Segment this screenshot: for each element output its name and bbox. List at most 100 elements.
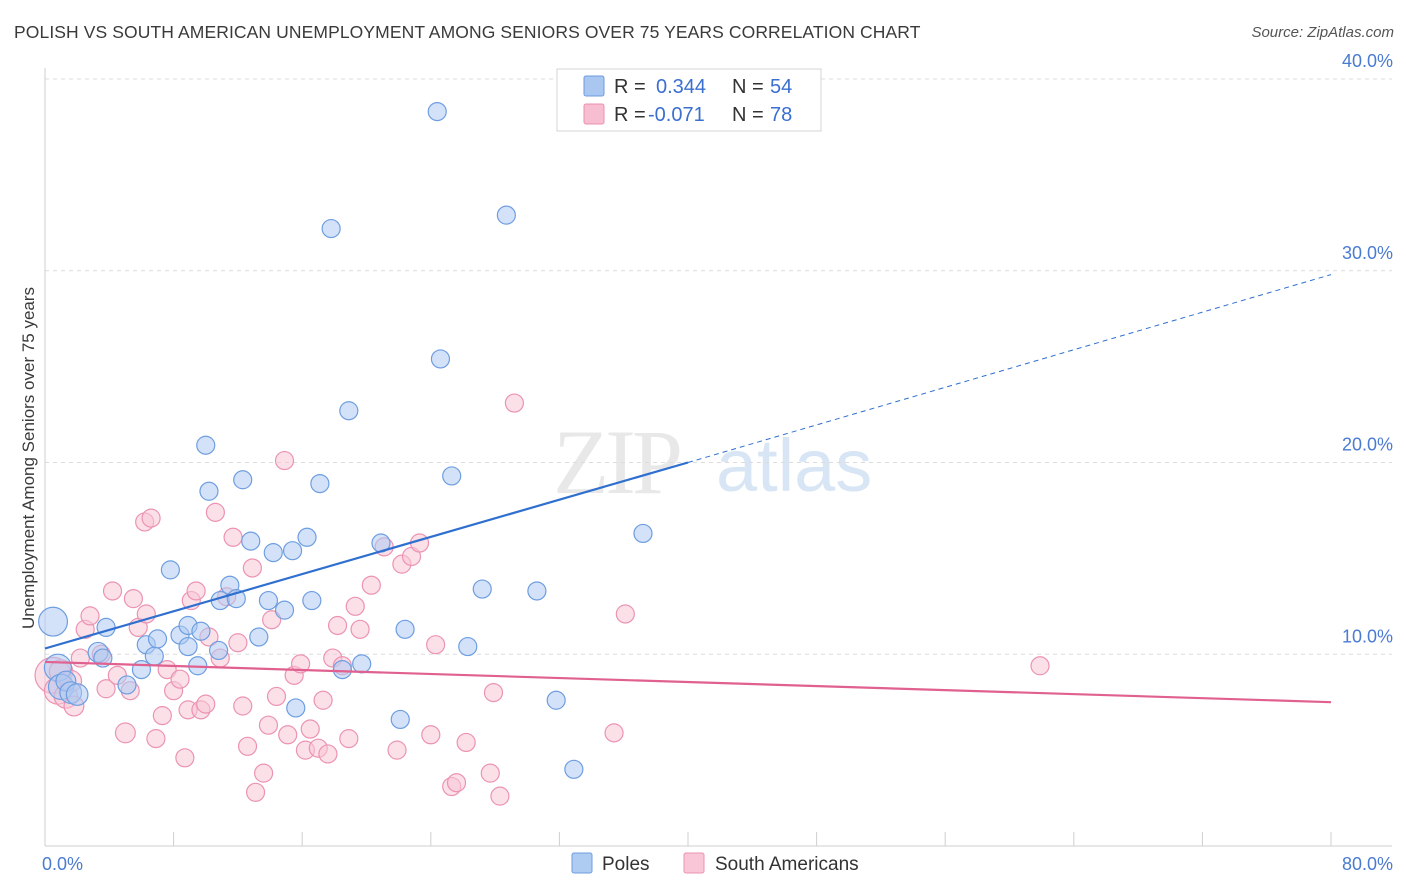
data-point-south-americans <box>170 669 190 689</box>
data-point-poles <box>302 590 322 611</box>
data-point-poles <box>38 606 69 637</box>
x-tick-label: 0.0% <box>42 854 83 874</box>
data-point-south-americans <box>114 722 136 744</box>
data-point-poles <box>249 627 269 647</box>
data-point-poles <box>564 759 584 779</box>
data-point-south-americans <box>327 615 348 636</box>
data-point-poles <box>233 470 253 490</box>
data-point-south-americans <box>339 729 359 749</box>
y-tick-label: 20.0% <box>1342 435 1393 455</box>
legend-n-value-south-americans: 78 <box>770 104 792 126</box>
data-point-south-americans <box>70 648 90 668</box>
data-point-poles <box>209 640 229 661</box>
data-point-south-americans <box>278 725 298 745</box>
data-point-poles <box>297 527 317 547</box>
axes <box>44 68 1392 847</box>
data-point-south-americans <box>490 786 510 806</box>
legend-r-label-poles: R = <box>614 76 646 98</box>
legend-series-label-poles: Poles <box>602 854 650 875</box>
legend-r-value-south-americans: -0.071 <box>648 104 705 126</box>
data-point-poles <box>241 531 261 551</box>
watermark-atlas: atlas <box>716 424 872 507</box>
data-point-poles <box>263 543 283 563</box>
data-point-south-americans <box>300 719 320 739</box>
data-point-south-americans <box>152 706 172 726</box>
data-point-south-americans <box>266 686 287 707</box>
data-point-south-americans <box>262 610 282 630</box>
data-point-south-americans <box>237 736 258 756</box>
data-point-poles <box>282 541 303 561</box>
trend-line-poles-extension <box>687 274 1332 463</box>
legend-swatch-poles <box>583 75 605 97</box>
data-point-poles <box>395 619 415 639</box>
data-point-poles <box>147 629 168 649</box>
data-point-south-americans <box>421 725 441 745</box>
legend-r-value-poles: 0.344 <box>656 76 706 98</box>
series-poles <box>38 101 653 779</box>
data-point-poles <box>390 709 410 730</box>
data-point-poles <box>633 523 653 544</box>
data-point-south-americans <box>80 606 100 626</box>
y-tick-label: 30.0% <box>1342 243 1393 263</box>
data-point-south-americans <box>96 679 116 699</box>
trend-line-south-americans <box>44 660 1332 704</box>
data-point-south-americans <box>313 690 333 710</box>
legend-n-value-poles: 54 <box>770 76 792 98</box>
data-point-south-americans <box>233 696 253 716</box>
data-point-poles <box>258 590 279 611</box>
data-point-south-americans <box>290 654 311 674</box>
data-point-south-americans <box>258 715 279 735</box>
data-point-south-americans <box>146 729 166 749</box>
data-point-south-americans <box>504 393 524 413</box>
data-point-poles <box>117 675 137 695</box>
data-point-poles <box>274 600 295 620</box>
legend-swatch-south-americans <box>583 103 605 125</box>
data-point-poles <box>199 481 219 501</box>
data-point-south-americans <box>123 589 144 609</box>
data-point-south-americans <box>615 604 635 624</box>
series-south-americans <box>34 393 1050 806</box>
data-point-poles <box>339 401 359 421</box>
data-point-poles <box>332 659 352 680</box>
data-point-south-americans <box>175 748 195 768</box>
data-point-south-americans <box>604 723 624 743</box>
legend-series-label-south-americans: South Americans <box>715 854 859 875</box>
y-tick-label: 10.0% <box>1342 626 1393 646</box>
legend-stats: R = 0.344 N = 54 R = -0.071 N = 78 <box>556 68 822 132</box>
data-point-poles <box>178 636 198 657</box>
data-point-poles <box>458 636 478 657</box>
data-point-south-americans <box>1030 656 1050 676</box>
legend-series-swatch-poles <box>571 852 593 874</box>
tick-labels: 10.0% 20.0% 30.0% 40.0% 0.0% 80.0% <box>42 51 1393 874</box>
data-point-south-americans <box>350 619 370 639</box>
trend-lines <box>44 274 1332 704</box>
data-point-poles <box>131 659 152 680</box>
legend-n-label-south-americans: N = <box>732 104 764 126</box>
data-point-poles <box>196 435 216 455</box>
data-point-south-americans <box>223 527 243 547</box>
y-tick-label: 40.0% <box>1342 51 1393 71</box>
data-point-poles <box>546 690 566 710</box>
data-point-south-americans <box>456 732 476 753</box>
data-point-south-americans <box>387 740 407 760</box>
chart-title: POLISH VS SOUTH AMERICAN UNEMPLOYMENT AM… <box>14 22 921 42</box>
x-tick-label: 80.0% <box>1342 854 1393 874</box>
data-point-poles <box>442 466 462 486</box>
data-point-south-americans <box>254 763 274 783</box>
data-point-poles <box>427 101 447 122</box>
data-point-south-americans <box>446 773 467 793</box>
legend-series-swatch-south-americans <box>683 852 705 874</box>
data-point-south-americans <box>345 596 365 616</box>
data-point-south-americans <box>318 744 338 764</box>
data-point-south-americans <box>186 581 206 601</box>
trend-line-poles <box>44 461 689 650</box>
data-point-poles <box>310 473 330 494</box>
data-point-poles <box>430 349 451 369</box>
data-point-poles <box>352 654 372 674</box>
data-point-poles <box>65 683 89 706</box>
data-point-south-americans <box>361 575 381 595</box>
data-point-poles <box>144 646 164 666</box>
data-point-south-americans <box>274 450 295 471</box>
data-point-south-americans <box>102 581 123 601</box>
